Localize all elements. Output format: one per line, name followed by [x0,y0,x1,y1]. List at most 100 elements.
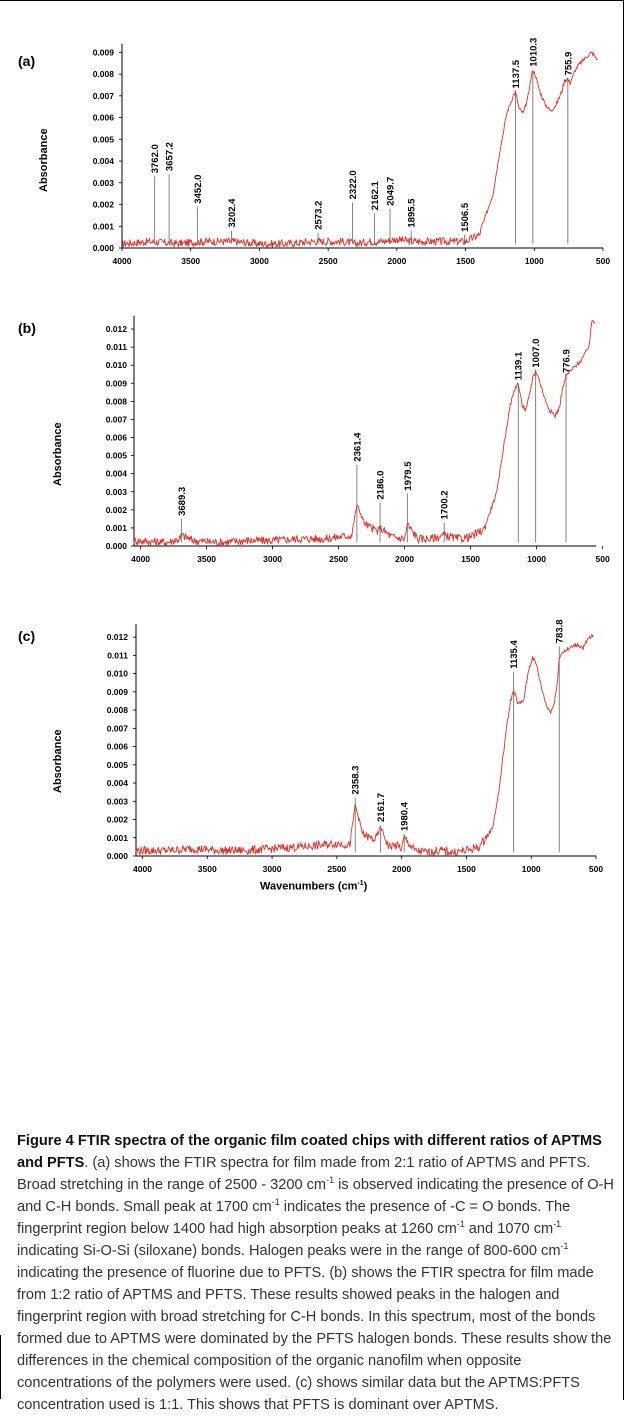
y-tick-label: 0.002 [93,200,115,210]
caption-body: indicating the presence of fluorine due … [17,1265,612,1413]
panel-b-chart: 0.000 0.001 0.002 0.003 0.004 0.005 0.006 0.007… [106,316,610,564]
x-tick-label: 3500 [198,864,217,874]
y-tick-label: 0.007 [106,414,128,424]
y-tick-label: 0.003 [107,796,129,806]
panel-b-label: (b) [18,320,36,336]
x-tick-label: 3000 [263,864,282,874]
peak-label: 2186.0 [376,471,387,500]
x-tick-label: 1000 [522,864,541,874]
y-tick-label: 0.009 [107,687,129,697]
y-tick-label: 0.004 [106,469,128,479]
y-tick-label: 0.006 [107,742,129,752]
caption-title: Figure 4 FTIR spectra of the organic fil… [17,1133,602,1171]
panel-a-label: (a) [18,53,36,69]
panel-c-label: (c) [18,628,36,644]
y-tick-label: 0.006 [106,433,128,443]
caption-body: . (a) shows the FTIR spectra for film ma… [17,1155,591,1193]
panel-c: (c) Absorbance 0.000 0.001 0.002 0.003 0.004… [0,590,625,893]
y-tick-label: 0.008 [106,396,128,406]
peak-label: 783.8 [555,619,566,643]
panel-c-chart: 0.000 0.001 0.002 0.003 0.004 0.005 0.006 0.007… [107,619,604,874]
y-tick-label: 0.007 [107,723,129,733]
caption-sup: -1 [560,1241,569,1252]
peak-label: 2361.4 [352,432,363,462]
x-tick-label: 2000 [392,864,411,874]
y-tick-label: 0.004 [93,156,115,166]
y-tick-label: 0.005 [93,134,115,144]
y-tick-label: 0.012 [106,324,128,334]
x-tick-label: 500 [589,864,603,874]
x-tick-label: 4000 [113,256,132,266]
caption-body: indicates the presence of -C = O bonds. … [17,1199,571,1237]
y-tick-label: 0.003 [106,487,128,497]
caption-sup: -1 [553,1219,562,1230]
panel-a-chart: 0.000 0.001 0.002 0.003 0.004 0.005 0.006 0.007… [93,38,611,266]
y-tick-label: 0.011 [107,650,128,660]
peak-label: 2573.2 [314,201,325,230]
x-tick-label: 1500 [456,256,475,266]
x-tick-label: 3000 [263,554,282,564]
peak-label: 3689.3 [177,487,188,516]
y-tick-label: 0.005 [106,451,128,461]
y-tick-label: 0.002 [107,815,129,825]
x-tick-label: 3500 [181,256,200,266]
frame-left-edge [0,1335,1,1399]
x-tick-label: 2500 [329,554,348,564]
caption-body: and 1070 cm [464,1221,554,1237]
x-tick-label: 4000 [133,864,152,874]
x-tick-label: 3500 [197,554,216,564]
x-tick-label: 2500 [319,256,338,266]
x-tick-label: 3000 [250,256,269,266]
spectrum-line [133,319,596,548]
y-tick-label: 0.002 [106,505,128,515]
y-tick-label: 0.011 [106,342,127,352]
peak-label: 3452.0 [193,175,204,204]
y-tick-label: 0.004 [107,778,129,788]
x-tick-label: 2000 [387,256,406,266]
peak-label: 2322.0 [348,170,359,199]
peak-label: 2358.3 [351,766,362,795]
x-tick-label: 1500 [457,864,476,874]
peak-label: 776.9 [562,349,573,373]
peak-label: 1979.5 [403,461,414,491]
peak-label: 755.9 [563,52,574,76]
y-tick-label: 0.007 [93,91,115,101]
figure-caption: Figure 4 FTIR spectra of the organic fil… [17,1130,615,1416]
x-tick-label: 2500 [327,864,346,874]
caption-sup: -1 [326,1175,335,1186]
peak-label: 1139.1 [514,351,525,380]
y-tick-label: 0.009 [106,378,128,388]
peak-label: 3202.4 [227,198,238,228]
caption-sup: -1 [456,1219,465,1230]
caption-body: indicating Si-O-Si (siloxane) bonds. Hal… [17,1243,561,1259]
peak-label: 1700.2 [440,490,451,519]
x-tick-label: 500 [596,256,610,266]
y-tick-label: 0.012 [107,632,129,642]
x-tick-label: 500 [596,554,610,564]
x-tick-label: 1000 [525,256,544,266]
y-tick-label: 0.001 [107,833,129,843]
y-tick-label: 0.001 [106,523,128,533]
peak-label: 2162.1 [370,180,381,210]
y-tick-label: 0.010 [106,360,128,370]
x-tick-label: 1500 [461,554,480,564]
x-tick-label: 4000 [131,554,150,564]
peak-label: 1007.0 [531,339,542,368]
panel-b: (b) Absorbance 0.000 0.001 0.002 0.003 0.004… [0,290,625,590]
x-tick-label: 2000 [395,554,414,564]
y-tick-label: 0.003 [93,178,115,188]
peak-label: 2161.7 [376,793,387,822]
peak-label: 1137.5 [511,59,522,88]
spectrum-line [121,51,598,249]
peak-label: 2049.7 [386,177,397,206]
peak-label: 1980.4 [400,801,411,831]
y-tick-label: 0.000 [107,851,129,861]
caption-sup: -1 [271,1197,280,1208]
x-tick-label: 1000 [527,554,546,564]
y-tick-label: 0.006 [93,113,115,123]
y-tick-label: 0.008 [93,69,115,79]
panel-c-xlabel: Wavenumbers (cm-1) [260,880,368,893]
y-tick-label: 0.000 [93,243,115,253]
peak-label: 1895.5 [407,198,418,228]
